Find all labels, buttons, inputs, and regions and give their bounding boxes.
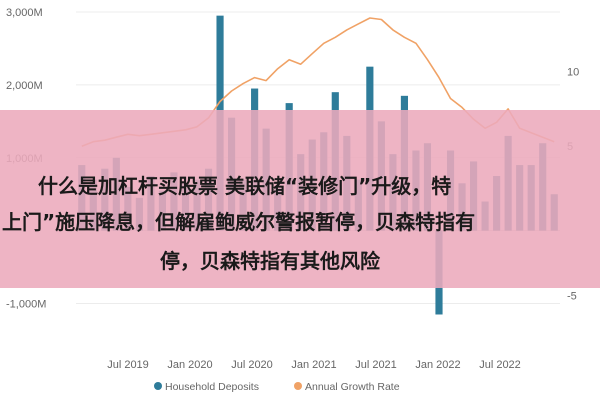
x-tick-label: Jan 2021 <box>291 359 336 371</box>
legend: Household Deposits Annual Growth Rate <box>154 381 400 393</box>
y-left-tick-label: 3,000M <box>6 7 43 19</box>
x-tick-label: Jul 2019 <box>107 359 149 371</box>
headline-line-2: 上门”施压降息，但解雇鲍威尔警报暂停，贝森特指有 <box>2 210 476 234</box>
legend-marker <box>294 382 302 390</box>
headline-line-3: 停，贝森特指有其他风险 <box>160 249 380 273</box>
x-tick-label: Jan 2020 <box>167 359 212 371</box>
y-right-tick-label: -5 <box>567 290 577 302</box>
y-left-tick-label: -1,000M <box>6 299 46 311</box>
x-tick-label: Jul 2022 <box>479 359 521 371</box>
headline-line-1: 什么是加杠杆买股票 美联储“装修门”升级，特 <box>38 174 452 198</box>
x-tick-label: Jan 2022 <box>415 359 460 371</box>
x-tick-label: Jul 2020 <box>231 359 273 371</box>
x-tick-label: Jul 2021 <box>355 359 397 371</box>
legend-label: Annual Growth Rate <box>305 381 400 393</box>
legend-marker <box>154 382 162 390</box>
y-left-tick-label: 2,000M <box>6 80 43 92</box>
y-right-tick-label: 10 <box>567 67 579 79</box>
legend-label: Household Deposits <box>165 381 259 393</box>
headline-banner <box>0 110 600 288</box>
